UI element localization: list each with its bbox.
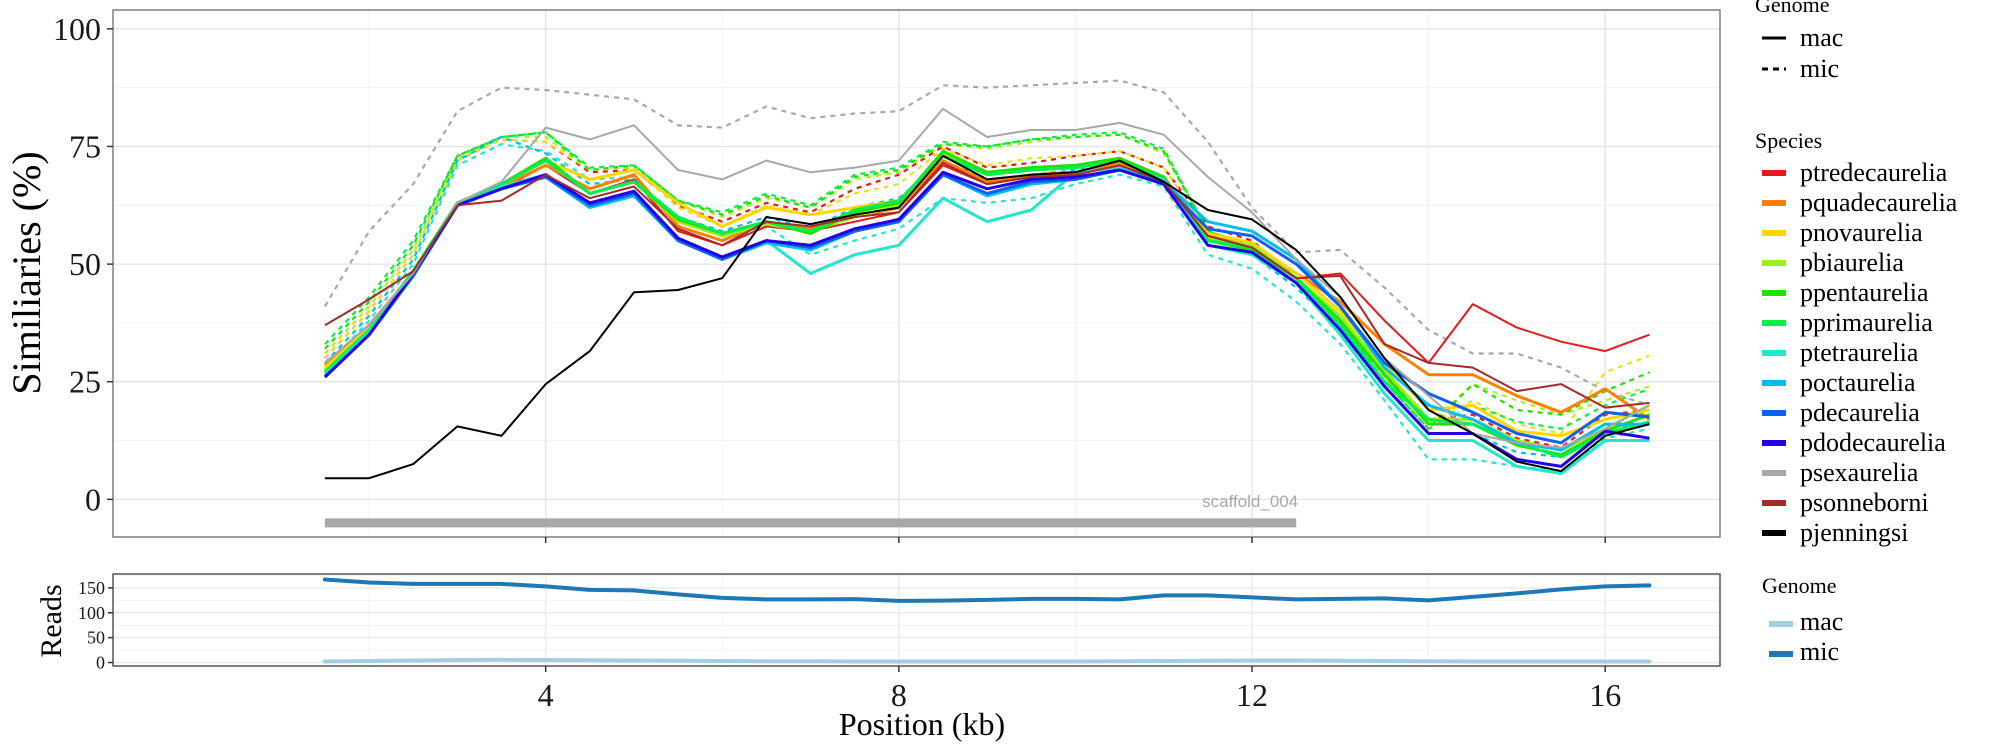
- y-tick-label: 75: [69, 128, 101, 164]
- series-line-pquadecaurelia-mac: [323, 159, 1651, 421]
- x-tick-label: 8: [891, 677, 907, 713]
- scaffold-label: scaffold_004: [1202, 492, 1298, 511]
- legend-label: pnovaurelia: [1800, 218, 1923, 247]
- series-line-pnovaurelia-mic: [324, 138, 1650, 435]
- legend-label: psexaurelia: [1800, 458, 1919, 487]
- legend-key-psexaurelia: [1762, 470, 1786, 476]
- legend-key-pdecaurelia: [1762, 410, 1786, 416]
- legend-key-ptredecaurelia: [1762, 170, 1786, 176]
- legend-key-pprimaurelia: [1762, 320, 1786, 326]
- series-line-pdecaurelia-mac: [323, 168, 1650, 445]
- legend-key-pdodecaurelia: [1762, 440, 1786, 446]
- legend-key-mic: [1769, 651, 1793, 657]
- x-tick-label: 12: [1236, 677, 1268, 713]
- legend-label: mic: [1800, 637, 1839, 666]
- series-line-ppentaurelia-mac: [323, 149, 1650, 457]
- legend-label: psonneborni: [1800, 488, 1929, 517]
- legend-species: Species ptredecaureliapquadecaureliapnov…: [1755, 128, 1958, 547]
- similarity-y-axis-title: Similiaries (%): [4, 151, 49, 394]
- series-line-pprimaurelia-mac: [323, 154, 1650, 459]
- reads-panel-background: [113, 574, 1720, 666]
- reads-panel: 0 50 100 150 4 8 12 16 Reads: [35, 573, 1721, 713]
- legend-label: pbiaurelia: [1800, 248, 1904, 277]
- legend-key-mac: [1769, 621, 1793, 627]
- series-line-psexaurelia-mic: [323, 79, 1650, 407]
- legend-key-ptetraurelia: [1762, 350, 1786, 356]
- similarity-panel-background: [113, 10, 1720, 537]
- legend-key-pjenningsi: [1762, 530, 1786, 536]
- y-tick-label: 100: [53, 11, 101, 47]
- legend-genome-title: Genome: [1755, 0, 1830, 17]
- legend-species-title: Species: [1755, 128, 1822, 153]
- x-axis-title: Position (kb): [839, 706, 1005, 742]
- legend-label: ptetraurelia: [1800, 338, 1919, 367]
- y-tick-label: 25: [69, 364, 101, 400]
- legend-label: pquadecaurelia: [1800, 188, 1958, 217]
- reads-line-mac: [322, 657, 1652, 664]
- y-tick-label: 50: [87, 628, 105, 648]
- reads-panel-border: [112, 573, 1721, 667]
- similarity-x-ticks: [544, 537, 1606, 543]
- x-tick-label: 4: [538, 677, 554, 713]
- legend-label: mac: [1800, 607, 1843, 636]
- y-tick-label: 0: [96, 653, 105, 673]
- legend-label: ptredecaurelia: [1800, 158, 1948, 187]
- legend-key-pquadecaurelia: [1762, 200, 1786, 206]
- reads-series: [322, 577, 1652, 664]
- x-tick-label: 16: [1589, 677, 1621, 713]
- legend-label: pdecaurelia: [1800, 398, 1920, 427]
- reads-line-mic: [322, 577, 1652, 603]
- legend-reads-title: Genome: [1762, 573, 1837, 598]
- reads-y-ticks: 0 50 100 150: [78, 578, 113, 673]
- y-tick-label: 150: [78, 578, 105, 598]
- series-line-psonneborni-mac: [324, 161, 1650, 409]
- similarity-panel: 0 25 50 75 100 scaffold_004 Similiaries (%): [4, 9, 1721, 543]
- legend-label: poctaurelia: [1800, 368, 1916, 397]
- y-tick-label: 100: [78, 603, 105, 623]
- series-line-psexaurelia-mac: [324, 107, 1650, 449]
- legend-label: mac: [1800, 23, 1843, 52]
- legend-key-psonneborni: [1762, 500, 1786, 506]
- legend-key-pbiaurelia: [1762, 260, 1786, 266]
- similarity-y-ticks: 0 25 50 75 100: [53, 11, 113, 517]
- reads-grid: [113, 574, 1720, 666]
- series-line-pprimaurelia-mic: [324, 131, 1650, 430]
- reads-x-ticks: 4 8 12 16: [538, 666, 1621, 713]
- legend-label: pprimaurelia: [1800, 308, 1933, 337]
- legend-label: pjenningsi: [1800, 518, 1908, 547]
- reads-y-axis-title: Reads: [35, 584, 68, 657]
- y-tick-label: 0: [85, 481, 101, 517]
- y-tick-label: 50: [69, 246, 101, 282]
- series-line-pbiaurelia-mic: [324, 133, 1650, 426]
- legend-label: pdodecaurelia: [1800, 428, 1946, 457]
- legend-key-pnovaurelia: [1762, 230, 1786, 236]
- legend-label: mic: [1800, 54, 1839, 83]
- series-line-pjenningsi-mac: [324, 154, 1650, 480]
- similarity-grid: [113, 10, 1720, 537]
- scaffold-annotation: scaffold_004: [324, 492, 1298, 528]
- legend-key-ppentaurelia: [1762, 290, 1786, 296]
- similarity-panel-border: [112, 9, 1721, 538]
- legend-label: ppentaurelia: [1800, 278, 1929, 307]
- legend-key-poctaurelia: [1762, 380, 1786, 386]
- similarity-series: [323, 79, 1651, 480]
